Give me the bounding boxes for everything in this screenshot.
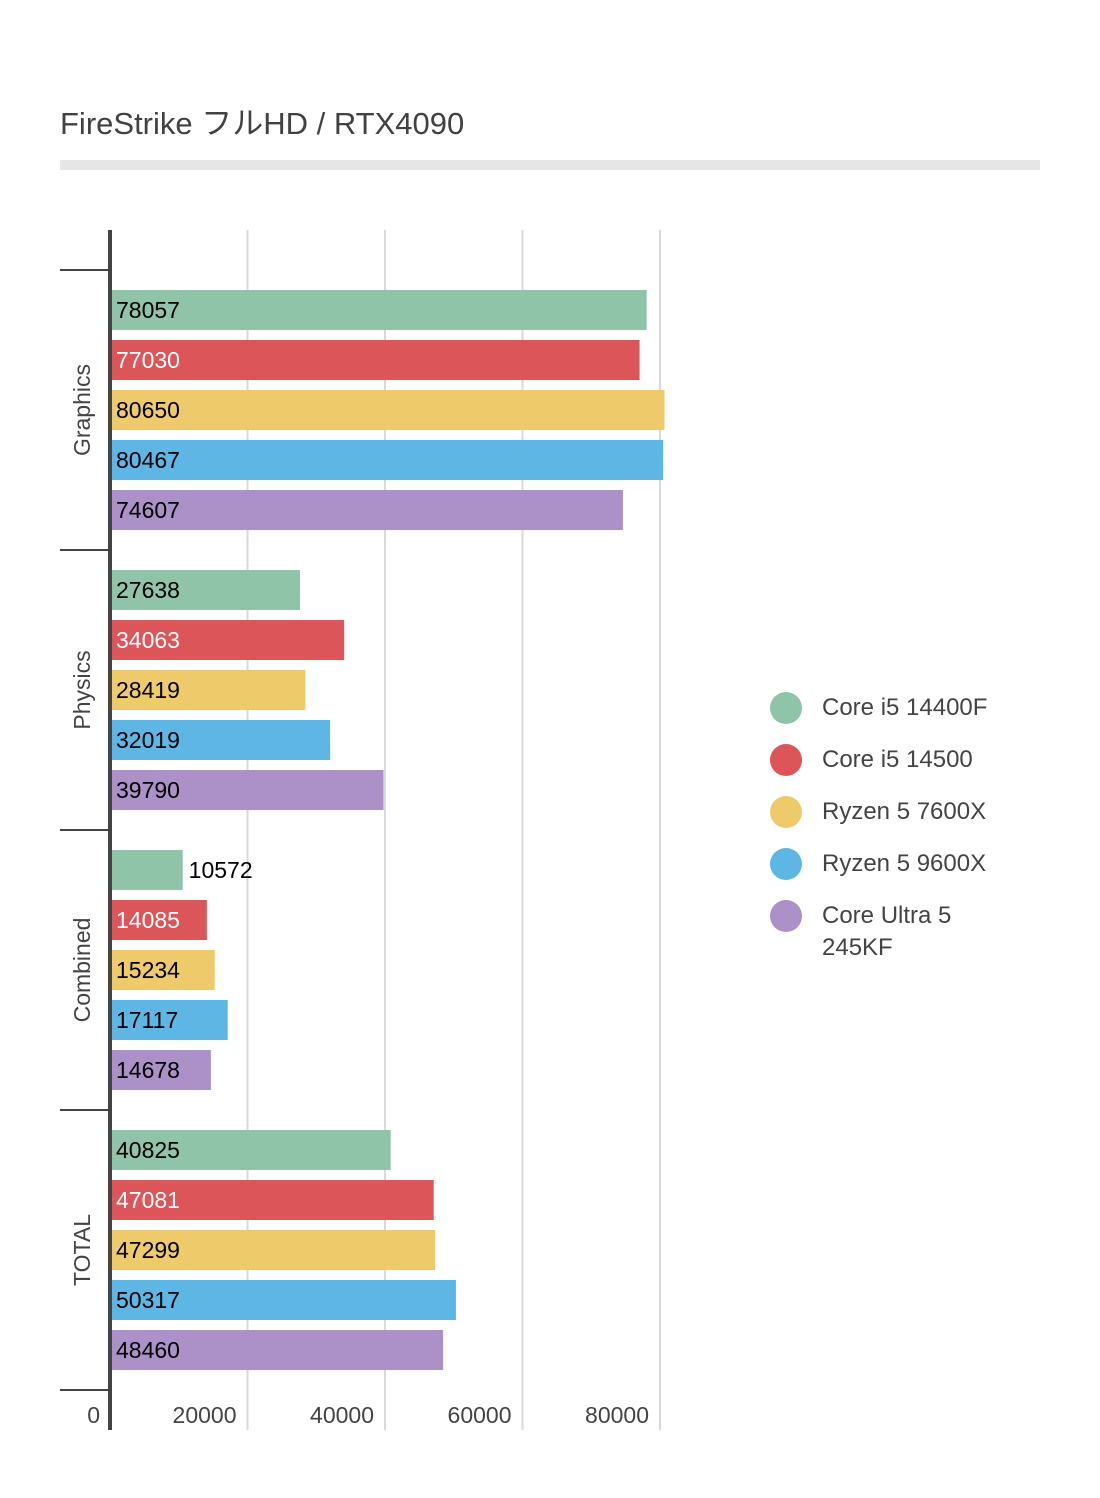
bar bbox=[110, 1280, 456, 1320]
data-label: 27638 bbox=[116, 577, 180, 603]
data-label: 80467 bbox=[116, 447, 180, 473]
legend-swatch-icon bbox=[770, 744, 802, 776]
chart-title: FireStrike フルHD / RTX4090 bbox=[60, 106, 465, 141]
bar bbox=[110, 670, 306, 710]
legend-label: Core Ultra 5 245KF bbox=[822, 902, 952, 961]
data-label: 80650 bbox=[116, 397, 180, 423]
bar bbox=[110, 440, 664, 480]
legend-swatch-icon bbox=[770, 692, 802, 724]
legend-item: Ryzen 5 7600X bbox=[770, 796, 1022, 828]
bar bbox=[110, 340, 640, 380]
legend-label: Ryzen 5 7600X bbox=[822, 798, 987, 825]
category-label: Physics bbox=[69, 650, 95, 729]
data-label: 74607 bbox=[116, 497, 180, 523]
data-label: 39790 bbox=[116, 777, 180, 803]
chart-legend: Core i5 14400F Core i5 14500 Ryzen 5 7600X… bbox=[770, 692, 1022, 984]
x-tick-label: 40000 bbox=[310, 1402, 374, 1428]
data-label: 17117 bbox=[116, 1007, 178, 1033]
category-label: Combined bbox=[69, 918, 95, 1023]
bar bbox=[110, 290, 647, 330]
legend-item: Core i5 14500 bbox=[770, 744, 1022, 776]
data-label: 40825 bbox=[116, 1137, 180, 1163]
bar bbox=[110, 1050, 211, 1090]
bar bbox=[110, 570, 301, 610]
legend-swatch-icon bbox=[770, 900, 802, 932]
data-label: 50317 bbox=[116, 1287, 180, 1313]
x-tick-label: 0 bbox=[87, 1402, 100, 1428]
x-tick-label: 60000 bbox=[448, 1402, 512, 1428]
bar bbox=[110, 1180, 434, 1220]
bar bbox=[110, 490, 623, 530]
legend-label: Ryzen 5 9600X bbox=[822, 850, 987, 877]
x-tick-label: 80000 bbox=[585, 1402, 649, 1428]
legend-item: Core i5 14400F bbox=[770, 692, 1022, 724]
bar bbox=[110, 850, 183, 890]
legend-label: Core i5 14400F bbox=[822, 694, 988, 721]
bar bbox=[110, 1230, 436, 1270]
legend-swatch-icon bbox=[770, 848, 802, 880]
legend-swatch-icon bbox=[770, 796, 802, 828]
legend-item: Ryzen 5 9600X bbox=[770, 848, 1022, 880]
data-label: 14678 bbox=[116, 1057, 180, 1083]
data-label: 28419 bbox=[116, 677, 180, 703]
data-label: 15234 bbox=[116, 957, 180, 983]
bar bbox=[110, 900, 207, 940]
data-label: 10572 bbox=[189, 857, 253, 883]
legend-item: Core Ultra 5 245KF bbox=[770, 900, 1022, 964]
bar bbox=[110, 770, 384, 810]
data-label: 78057 bbox=[116, 297, 180, 323]
data-label: 77030 bbox=[116, 347, 180, 373]
bar bbox=[110, 620, 345, 660]
bar bbox=[110, 1130, 391, 1170]
legend-label: Core i5 14500 bbox=[822, 746, 973, 773]
data-label: 47299 bbox=[116, 1237, 180, 1263]
data-label: 32019 bbox=[116, 727, 180, 753]
data-label: 34063 bbox=[116, 627, 180, 653]
bar bbox=[110, 1330, 444, 1370]
category-label: Graphics bbox=[69, 364, 95, 456]
data-label: 47081 bbox=[116, 1187, 180, 1213]
data-label: 48460 bbox=[116, 1337, 180, 1363]
x-tick-label: 20000 bbox=[173, 1402, 237, 1428]
category-label: TOTAL bbox=[69, 1214, 95, 1286]
data-label: 14085 bbox=[116, 907, 180, 933]
title-divider bbox=[60, 160, 1040, 170]
bar bbox=[110, 1000, 228, 1040]
bar bbox=[110, 390, 665, 430]
bar bbox=[110, 950, 215, 990]
bar bbox=[110, 720, 331, 760]
